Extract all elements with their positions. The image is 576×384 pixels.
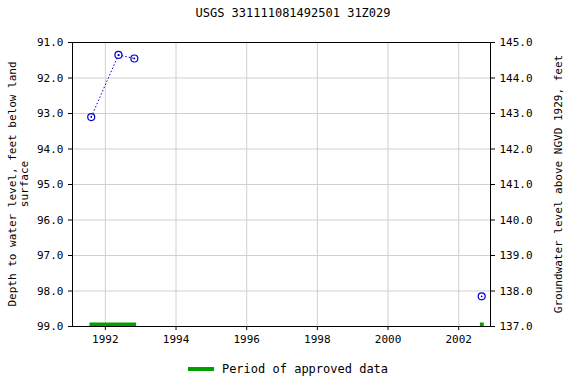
svg-text:144.0: 144.0 <box>500 72 533 85</box>
svg-text:1992: 1992 <box>92 333 119 346</box>
svg-text:1994: 1994 <box>163 333 190 346</box>
svg-text:96.0: 96.0 <box>37 214 64 227</box>
svg-text:93.0: 93.0 <box>37 107 64 120</box>
svg-text:Groundwater level above NGVD 1: Groundwater level above NGVD 1929, feet <box>552 55 565 313</box>
svg-text:142.0: 142.0 <box>500 143 533 156</box>
svg-text:94.0: 94.0 <box>37 143 64 156</box>
svg-text:1996: 1996 <box>233 333 260 346</box>
svg-text:1998: 1998 <box>304 333 331 346</box>
html-text:USGS 331111081492501 31Z029: USGS 331111081492501 31Z029 <box>195 6 391 20</box>
svg-text:2000: 2000 <box>375 333 402 346</box>
svg-text:92.0: 92.0 <box>37 72 64 85</box>
svg-text:138.0: 138.0 <box>500 285 533 298</box>
svg-text:97.0: 97.0 <box>37 249 64 262</box>
svg-text:140.0: 140.0 <box>500 214 533 227</box>
svg-text:143.0: 143.0 <box>500 107 533 120</box>
svg-text:Depth to water level, feet bel: Depth to water level, feet below landsur… <box>6 61 31 306</box>
html-text:Period of approved data: Period of approved data <box>221 362 389 376</box>
svg-text:98.0: 98.0 <box>37 285 64 298</box>
svg-text:145.0: 145.0 <box>500 36 533 49</box>
svg-text:91.0: 91.0 <box>37 36 64 49</box>
svg-text:99.0: 99.0 <box>37 320 64 333</box>
svg-text:137.0: 137.0 <box>500 320 533 333</box>
svg-text:139.0: 139.0 <box>500 249 533 262</box>
svg-text:95.0: 95.0 <box>37 178 64 191</box>
svg-text:141.0: 141.0 <box>500 178 533 191</box>
svg-text:2002: 2002 <box>445 333 472 346</box>
